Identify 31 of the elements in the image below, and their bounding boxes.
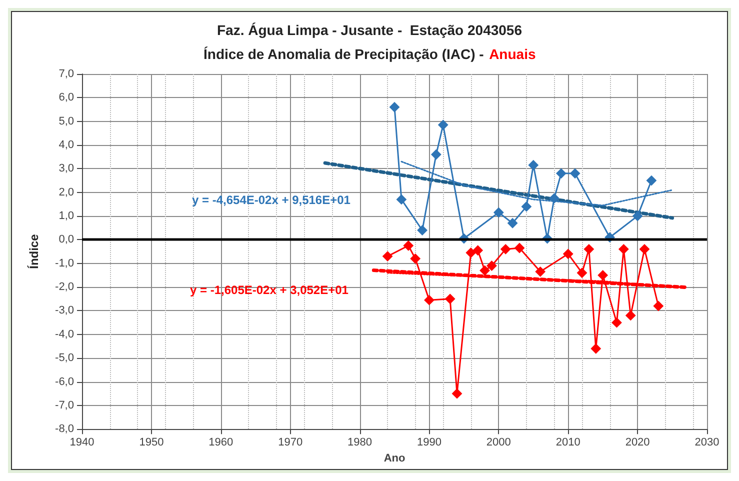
y-tick-label: 7,0 [58, 68, 74, 80]
x-tick-label: 1940 [70, 436, 94, 449]
x-tick-label: 2000 [486, 436, 511, 449]
x-tick-label: 1970 [278, 436, 303, 449]
x-tick-label: 2020 [625, 436, 650, 449]
chart-title: Faz. Água Limpa - Jusante - Estação 2043056 [216, 22, 522, 38]
y-tick-label: 2,0 [58, 186, 74, 198]
y-tick-label: 1,0 [58, 210, 74, 222]
y-tick-label: -5,0 [55, 352, 74, 364]
x-tick-label: 2030 [694, 436, 720, 449]
y-tick-label: 5,0 [58, 115, 74, 128]
y-tick-label: 3,0 [58, 162, 74, 175]
x-tick-label: 1990 [416, 436, 442, 449]
y-tick-label: -2,0 [55, 281, 74, 294]
x-tick-label: 1950 [139, 436, 164, 449]
x-axis-title: Ano [384, 452, 406, 464]
y-axis-title: Índice [27, 234, 41, 269]
x-tick-label: 1980 [348, 436, 372, 449]
y-tick-label: -3,0 [55, 304, 74, 317]
y-tick-label: -4,0 [55, 328, 74, 340]
y-tick-label: -7,0 [55, 399, 74, 412]
y-tick-label: -8,0 [55, 423, 74, 436]
y-tick-label: 0,0 [58, 234, 74, 246]
x-tick-label: 1960 [208, 436, 234, 449]
y-tick-label: 6,0 [58, 92, 74, 104]
annotation: y = -1,605E-02x + 3,052E+01 [190, 283, 349, 297]
y-tick-label: -1,0 [55, 257, 74, 270]
chart-subtitle: Índice de Anomalia de Precipitação (IAC) - Anuais [204, 46, 536, 62]
y-tick-label: -6,0 [55, 376, 74, 388]
y-tick-label: 4,0 [58, 139, 74, 152]
x-tick-label: 2010 [556, 436, 580, 449]
